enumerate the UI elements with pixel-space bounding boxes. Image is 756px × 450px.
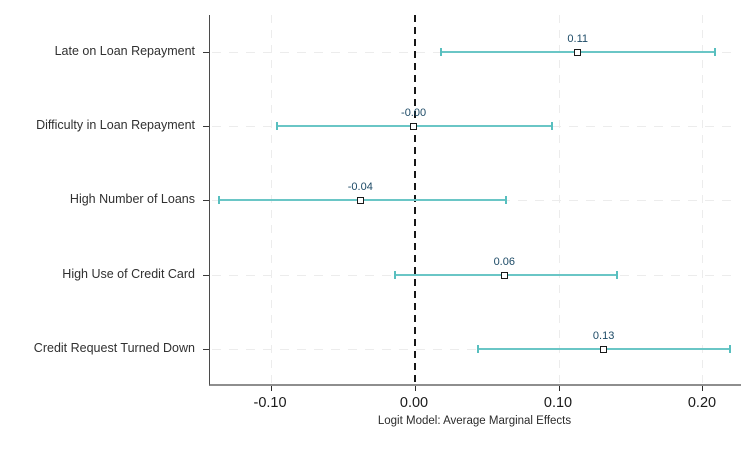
x-gridline: [702, 15, 704, 384]
category-label: Late on Loan Repayment: [54, 44, 195, 58]
y-axis-tick-mark: [203, 200, 209, 201]
point-estimate-marker: [356, 196, 364, 204]
point-estimate-marker: [600, 345, 608, 353]
y-axis-tick-mark: [203, 52, 209, 53]
row-gridline: [212, 349, 738, 350]
ci-right-cap: [504, 196, 507, 204]
x-axis-tick-label: 0.10: [543, 395, 573, 411]
y-axis-tick-mark: [203, 349, 209, 350]
x-axis-tick-label: -0.10: [253, 395, 287, 411]
point-estimate-label: -0.00: [401, 107, 427, 119]
x-axis-tick-mark: [558, 386, 560, 391]
point-estimate-label: -0.04: [347, 181, 373, 193]
ci-right-cap: [615, 271, 618, 279]
ci-left-cap: [439, 48, 442, 56]
ci-left-cap: [393, 271, 396, 279]
category-label: Credit Request Turned Down: [33, 341, 195, 355]
y-axis-category-labels: Late on Loan Repayment Difficulty in Loan…: [0, 15, 199, 384]
x-axis-tick-mark: [270, 386, 272, 391]
ci-left-cap: [477, 345, 480, 353]
y-axis-tick-mark: [203, 275, 209, 276]
ci-right-cap: [729, 345, 732, 353]
x-axis-title: Logit Model: Average Marginal Effects: [377, 415, 572, 427]
category-label: High Use of Credit Card: [62, 267, 195, 281]
point-estimate-marker: [410, 122, 418, 130]
x-axis-tick-label: 0.20: [687, 395, 717, 411]
point-estimate-marker: [574, 48, 582, 56]
ci-right-cap: [713, 48, 716, 56]
category-label: High Number of Loans: [69, 192, 195, 206]
x-axis-tick-label: 0.00: [399, 395, 429, 411]
y-axis-tick-mark: [203, 126, 209, 127]
ci-left-cap: [275, 122, 278, 130]
point-estimate-label: 0.11: [567, 33, 589, 45]
point-estimate-label: 0.13: [592, 330, 615, 342]
point-estimate-marker: [500, 271, 508, 279]
category-label: Difficulty in Loan Repayment: [36, 118, 195, 132]
ci-right-cap: [550, 122, 553, 130]
x-axis-tick-mark: [414, 386, 416, 391]
plot-area: 0.11 -0.00 -0.04 0.06 0.13: [203, 15, 741, 391]
ci-left-cap: [218, 196, 221, 204]
x-gridline: [558, 15, 560, 384]
point-estimate-label: 0.06: [493, 256, 515, 268]
x-axis-tick-mark: [702, 386, 704, 391]
x-axis-tick-labels: -0.10 0.00 0.10 0.20: [209, 395, 740, 413]
